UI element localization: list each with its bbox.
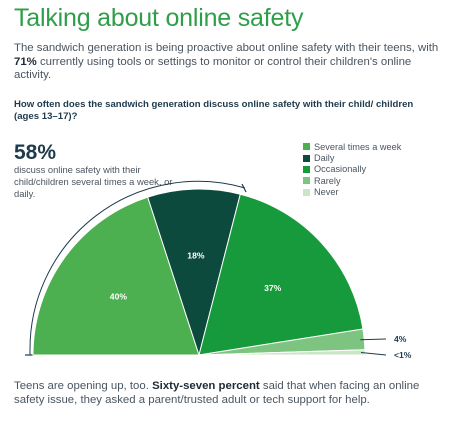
highlight-description: discuss online safety with their child/c… [14,164,173,200]
slice-value-label: 40% [110,292,128,302]
legend-swatch [303,143,310,151]
bracket-end-tick-top [241,183,247,193]
chart-question: How often does the sandwich generation d… [14,99,414,122]
legend-swatch [303,165,310,173]
pie-slices [32,188,366,357]
legend-item: Several times a week [303,141,401,152]
legend-label: Occasionally [314,164,367,175]
legend-item: Never [303,187,401,198]
legend-label: Several times a week [314,141,402,152]
footer-text-start: Teens are opening up, too. [14,380,153,392]
page-title: Talking about online safety [14,4,304,32]
slice-leader-line [360,338,387,341]
footer-text-end: said that when facing an online safety i… [14,380,420,407]
footer-highlight: Sixty-seven percent [152,380,260,392]
intro-text-end: currently using tools or settings to mon… [14,55,412,82]
legend-swatch [303,154,310,162]
highlight-percent: 58% [14,141,57,164]
footer-paragraph: Teens are opening up, too. Sixty-seven p… [14,379,439,408]
slice-value-label: 18% [187,250,205,260]
slice-value-label: 37% [264,283,282,293]
intro-paragraph: The sandwich generation is being proacti… [14,42,439,83]
legend-label: Daily [314,153,335,164]
legend-item: Rarely [303,175,401,186]
pie-slice-daily [147,188,241,357]
slice-value-label: <1% [394,350,412,360]
legend-item: Occasionally [303,164,401,175]
pie-slice-never [198,349,366,356]
legend-swatch [303,177,310,185]
pie-slice-several-times-a-week [32,196,200,356]
slice-value-label: 4% [394,334,407,344]
chart-legend: Several times a week Daily Occasionally … [303,141,401,198]
intro-text-start: The sandwich generation is being proacti… [14,42,439,54]
intro-highlight-percent: 71% [14,55,37,68]
pie-labels: 40% 18% 37% 4% <1% [110,250,412,360]
legend-label: Never [314,187,339,198]
legend-item: Daily [303,152,401,163]
legend-label: Rarely [314,175,341,186]
legend-swatch [303,188,310,196]
pie-slice-occasionally [198,193,364,356]
highlight-bracket [29,180,246,355]
slice-leader-line [360,352,387,356]
